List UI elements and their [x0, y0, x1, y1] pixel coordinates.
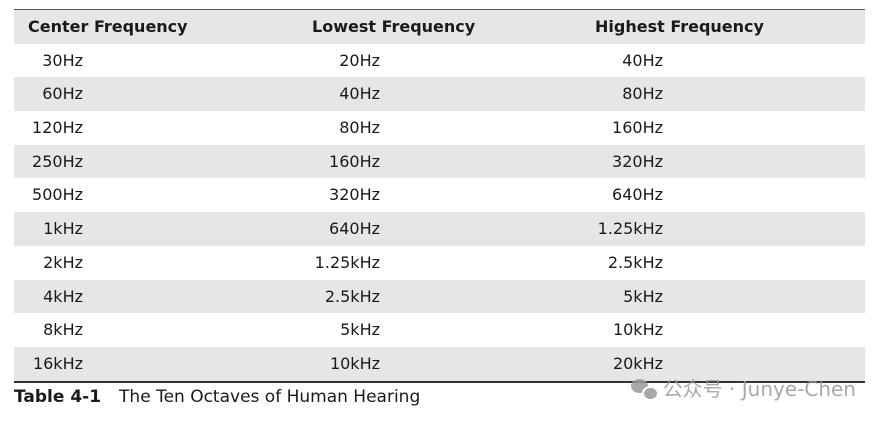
- cell-lowest-frequency: 640Hz: [329, 219, 380, 239]
- cell-lowest-frequency: 160Hz: [329, 151, 380, 171]
- cell-lowest-frequency: 40Hz: [339, 84, 380, 104]
- cell-highest-frequency: 80Hz: [622, 84, 663, 104]
- header-lowest-frequency: Lowest Frequency: [312, 17, 476, 36]
- table-body: 30Hz 20Hz 40Hz 60Hz 40Hz 80Hz 120Hz 80Hz 160Hz 25…: [14, 44, 865, 381]
- table-row: 60Hz 40Hz 80Hz: [14, 77, 865, 112]
- cell-center-frequency: 16kHz: [32, 353, 83, 373]
- cell-highest-frequency: 320Hz: [612, 151, 663, 171]
- table-row: 120Hz 80Hz 160Hz: [14, 111, 865, 145]
- cell-lowest-frequency: 2.5kHz: [324, 286, 380, 306]
- cell-lowest-frequency: 320Hz: [329, 185, 380, 205]
- table-row: 30Hz 20Hz 40Hz: [14, 44, 865, 78]
- cell-center-frequency: 500Hz: [32, 185, 83, 205]
- cell-highest-frequency: 40Hz: [622, 50, 663, 70]
- caption-label: Table 4-1: [14, 387, 102, 407]
- cell-center-frequency: 30Hz: [42, 50, 83, 70]
- table-row: 8kHz 5kHz 10kHz: [14, 313, 865, 347]
- cell-center-frequency: 120Hz: [32, 118, 83, 138]
- cell-center-frequency: 1kHz: [43, 219, 83, 239]
- watermark: 公众号 · Junye-Chen: [630, 373, 856, 402]
- cell-lowest-frequency: 10kHz: [329, 353, 380, 373]
- cell-center-frequency: 250Hz: [32, 151, 83, 171]
- cell-center-frequency: 60Hz: [42, 84, 83, 104]
- caption-text: The Ten Octaves of Human Hearing: [119, 387, 421, 407]
- header-center-frequency: Center Frequency: [28, 17, 188, 36]
- cell-center-frequency: 8kHz: [43, 320, 83, 340]
- header-highest-frequency: Highest Frequency: [595, 17, 764, 36]
- wechat-icon: [630, 377, 659, 401]
- table-row: 500Hz 320Hz 640Hz: [14, 178, 865, 212]
- table-row: 1kHz 640Hz 1.25kHz: [14, 212, 865, 246]
- cell-highest-frequency: 10kHz: [612, 320, 663, 340]
- cell-highest-frequency: 5kHz: [623, 286, 663, 306]
- table-top-rule: [14, 9, 865, 10]
- cell-highest-frequency: 1.25kHz: [597, 219, 663, 239]
- table-caption: Table 4-1 The Ten Octaves of Human Hearin…: [14, 387, 420, 407]
- cell-center-frequency: 2kHz: [43, 252, 83, 272]
- table-row: 2kHz 1.25kHz 2.5kHz: [14, 246, 865, 280]
- cell-lowest-frequency: 5kHz: [340, 320, 380, 340]
- cell-highest-frequency: 2.5kHz: [607, 252, 663, 272]
- cell-lowest-frequency: 20Hz: [339, 50, 380, 70]
- table-bottom-rule: [14, 380, 865, 383]
- cell-highest-frequency: 20kHz: [612, 353, 663, 373]
- table-row: 4kHz 2.5kHz 5kHz: [14, 279, 865, 314]
- watermark-text: 公众号 · Junye-Chen: [662, 377, 856, 401]
- cell-highest-frequency: 160Hz: [612, 118, 663, 138]
- frequency-table: Center Frequency Lowest Frequency Highes…: [14, 9, 865, 383]
- cell-center-frequency: 4kHz: [43, 286, 83, 306]
- table-row: 16kHz 10kHz 20kHz: [14, 346, 865, 381]
- cell-lowest-frequency: 80Hz: [339, 118, 380, 138]
- cell-highest-frequency: 640Hz: [612, 185, 663, 205]
- table-row: 250Hz 160Hz 320Hz: [14, 144, 865, 179]
- cell-lowest-frequency: 1.25kHz: [314, 252, 380, 272]
- table-header-row: Center Frequency Lowest Frequency Highes…: [14, 10, 865, 44]
